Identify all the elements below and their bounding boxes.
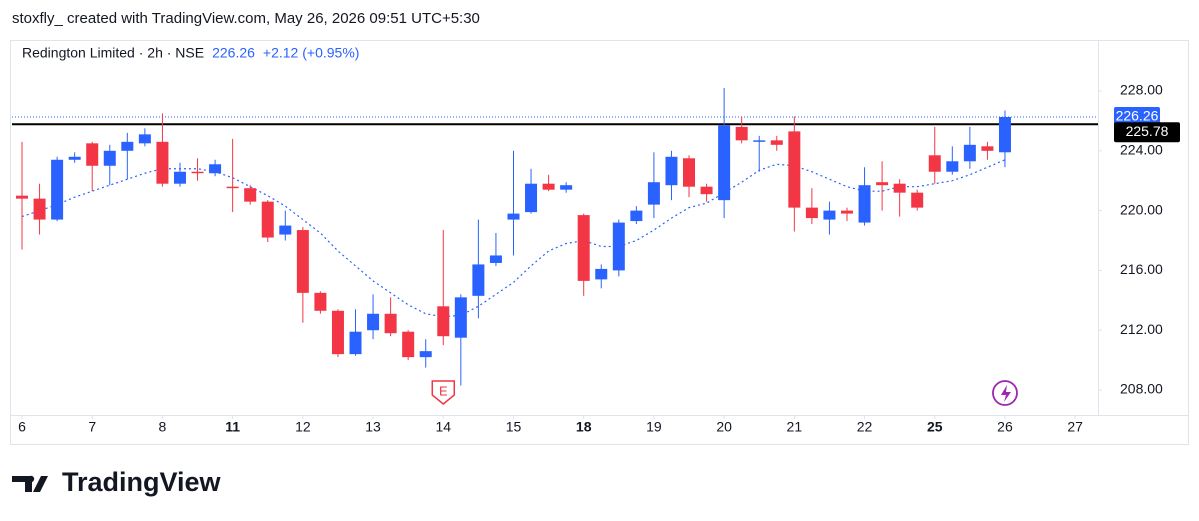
candle-body: [630, 210, 643, 222]
candle-body: [86, 143, 99, 166]
candle-body: [963, 144, 976, 162]
candle-body: [981, 146, 994, 151]
candle-body: [68, 156, 81, 160]
candle-body: [823, 210, 836, 220]
x-tick-label: 26: [997, 419, 1013, 435]
candle-body: [735, 126, 748, 141]
candle-body: [226, 186, 239, 189]
y-tick-label: 216.00: [1120, 261, 1163, 277]
price-change: +2.12 (+0.95%): [263, 45, 360, 61]
candle-body: [472, 264, 485, 296]
x-tick-label: 19: [646, 419, 662, 435]
x-tick-label: 22: [857, 419, 873, 435]
candle-body: [876, 182, 889, 186]
candle-body: [367, 313, 380, 331]
candle-body: [138, 134, 151, 144]
candle-body: [858, 185, 871, 223]
candle-body: [893, 183, 906, 193]
candle-body: [718, 125, 731, 201]
x-tick-label: 27: [1067, 419, 1083, 435]
candle-body: [700, 186, 713, 195]
credit: stoxfly_ created with TradingView.com, M…: [12, 10, 480, 27]
level-label: 225.78: [1126, 123, 1169, 139]
x-tick-label: 6: [18, 419, 26, 435]
moving-average: [21, 159, 1006, 318]
candle-body: [261, 201, 274, 238]
x-tick-label: 20: [716, 419, 732, 435]
candle-body: [805, 207, 818, 219]
last-price-label: 226.26: [1116, 108, 1159, 124]
candle-body: [560, 185, 573, 190]
candle-body: [437, 306, 450, 337]
candle-body: [753, 140, 766, 142]
brand-logo: [12, 475, 48, 492]
candle-body: [349, 331, 362, 355]
candle-body: [209, 164, 222, 174]
y-tick-label: 224.00: [1120, 142, 1163, 158]
candle-body: [788, 131, 801, 208]
x-tick-label: 11: [225, 419, 240, 435]
x-tick-label: 8: [159, 419, 167, 435]
candle-body: [683, 158, 696, 187]
x-tick-label: 14: [435, 419, 451, 435]
candle-body: [911, 192, 924, 208]
y-tick-label: 212.00: [1120, 321, 1163, 337]
x-tick-label: 15: [506, 419, 522, 435]
earnings-label: E: [439, 383, 448, 398]
candle-body: [507, 213, 520, 220]
candle-body: [454, 297, 467, 338]
candle-body: [244, 188, 257, 202]
y-tick-label: 208.00: [1120, 381, 1163, 397]
candle-body: [384, 313, 397, 334]
candle-body: [33, 198, 46, 220]
candle-body: [647, 182, 660, 205]
x-tick-label: 18: [576, 419, 592, 435]
pane-border: [10, 40, 1189, 445]
candle-body: [770, 140, 783, 145]
candle-body: [665, 156, 678, 186]
x-tick-label: 12: [295, 419, 311, 435]
candle-body: [296, 230, 309, 293]
candle-body: [946, 161, 959, 172]
candle-body: [612, 222, 625, 271]
candle-body: [525, 183, 538, 213]
x-tick-label: 13: [365, 419, 381, 435]
candle-body: [121, 141, 134, 151]
candle-body: [542, 183, 555, 190]
candle-body: [402, 331, 415, 358]
level-badge: [1114, 122, 1180, 143]
candle-body: [489, 255, 502, 263]
candle-body: [314, 292, 327, 311]
event-icon: [1000, 385, 1011, 402]
candle-body: [156, 141, 169, 184]
candle-body: [103, 150, 116, 166]
candle-body: [279, 225, 292, 235]
candle-body: [998, 117, 1011, 153]
candle-body: [595, 268, 608, 280]
candle-body: [577, 215, 590, 281]
candle-body: [191, 171, 204, 174]
y-tick-label: 228.00: [1120, 82, 1163, 98]
candle-body: [840, 210, 853, 214]
moving-average-layer: [21, 159, 1006, 318]
last-price: 226.26: [212, 45, 255, 61]
candle-body: [16, 195, 29, 199]
x-tick-label: 7: [88, 419, 96, 435]
x-tick-label: 21: [787, 419, 803, 435]
candle-body: [173, 171, 186, 184]
candle-body: [331, 310, 344, 355]
candle-body: [419, 351, 432, 358]
x-tick-label: 25: [927, 419, 943, 435]
chart-title: Redington Limited · 2h · NSE: [22, 45, 204, 61]
last-price-badge: [1114, 107, 1160, 128]
earnings-marker: [431, 380, 456, 405]
y-tick-label: 220.00: [1120, 201, 1163, 217]
candle-body: [928, 155, 941, 172]
candle-body: [51, 159, 64, 220]
brand: TradingView: [62, 467, 222, 497]
